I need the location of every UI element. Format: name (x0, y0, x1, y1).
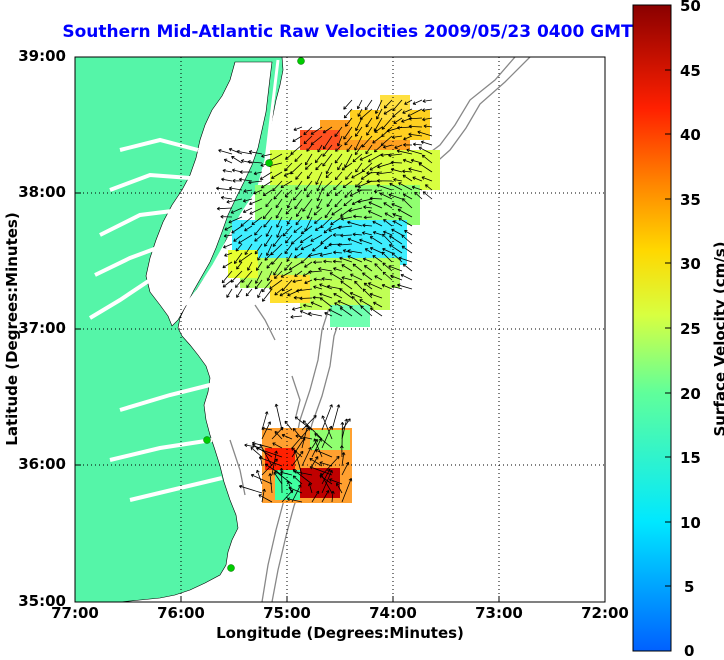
colorbar-tick-label: 50 (680, 0, 701, 15)
station-marker (297, 57, 305, 65)
velocity-vectors (216, 99, 433, 503)
colorbar-tick-label: 15 (680, 449, 701, 467)
station-marker (203, 436, 211, 444)
axis-ticks (74, 56, 606, 603)
chesapeake-bay (145, 61, 273, 327)
y-tick-label: 36:00 (18, 455, 66, 473)
x-tick-label: 73:00 (475, 604, 523, 622)
tributary-rivers (88, 137, 223, 502)
x-tick-label: 77:00 (51, 604, 99, 622)
colorbar-tick-label: 25 (680, 320, 701, 338)
x-tick-label: 76:00 (157, 604, 205, 622)
colorbar-tick-label: 30 (680, 255, 701, 273)
y-tick-label: 35:00 (18, 592, 66, 610)
map-title: Southern Mid-Atlantic Raw Velocities 200… (62, 22, 633, 42)
y-tick-label: 39:00 (18, 47, 66, 65)
colorbar-tick-label: 10 (680, 514, 701, 532)
station-marker (265, 159, 273, 167)
colorbar (632, 4, 672, 652)
x-axis-label: Longitude (Degrees:Minutes) (216, 624, 464, 642)
colorbar-tick-label: 0 (684, 642, 695, 660)
x-tick-label: 74:00 (369, 604, 417, 622)
colorbar-tick-label: 45 (680, 62, 701, 80)
y-tick-label: 38:00 (18, 183, 66, 201)
y-axis-label: Latitude (Degrees:Minutes) (3, 212, 21, 446)
colorbar-ticks (665, 69, 671, 587)
colorbar-tick-label: 5 (684, 578, 695, 596)
map-grid (75, 57, 605, 602)
station-marker (227, 564, 235, 572)
barrier-islands (184, 59, 280, 306)
colorbar-tick-label: 35 (680, 191, 701, 209)
x-tick-label: 75:00 (263, 604, 311, 622)
colorbar-tick-label: 40 (680, 126, 701, 144)
x-tick-label: 72:00 (581, 604, 629, 622)
velocity-field-north (228, 95, 440, 327)
colorbar-label: Surface Velocity (cm/s) (711, 241, 724, 437)
radar-stations (203, 57, 305, 572)
colorbar-tick-label: 20 (680, 385, 701, 403)
y-tick-label: 37:00 (18, 319, 66, 337)
